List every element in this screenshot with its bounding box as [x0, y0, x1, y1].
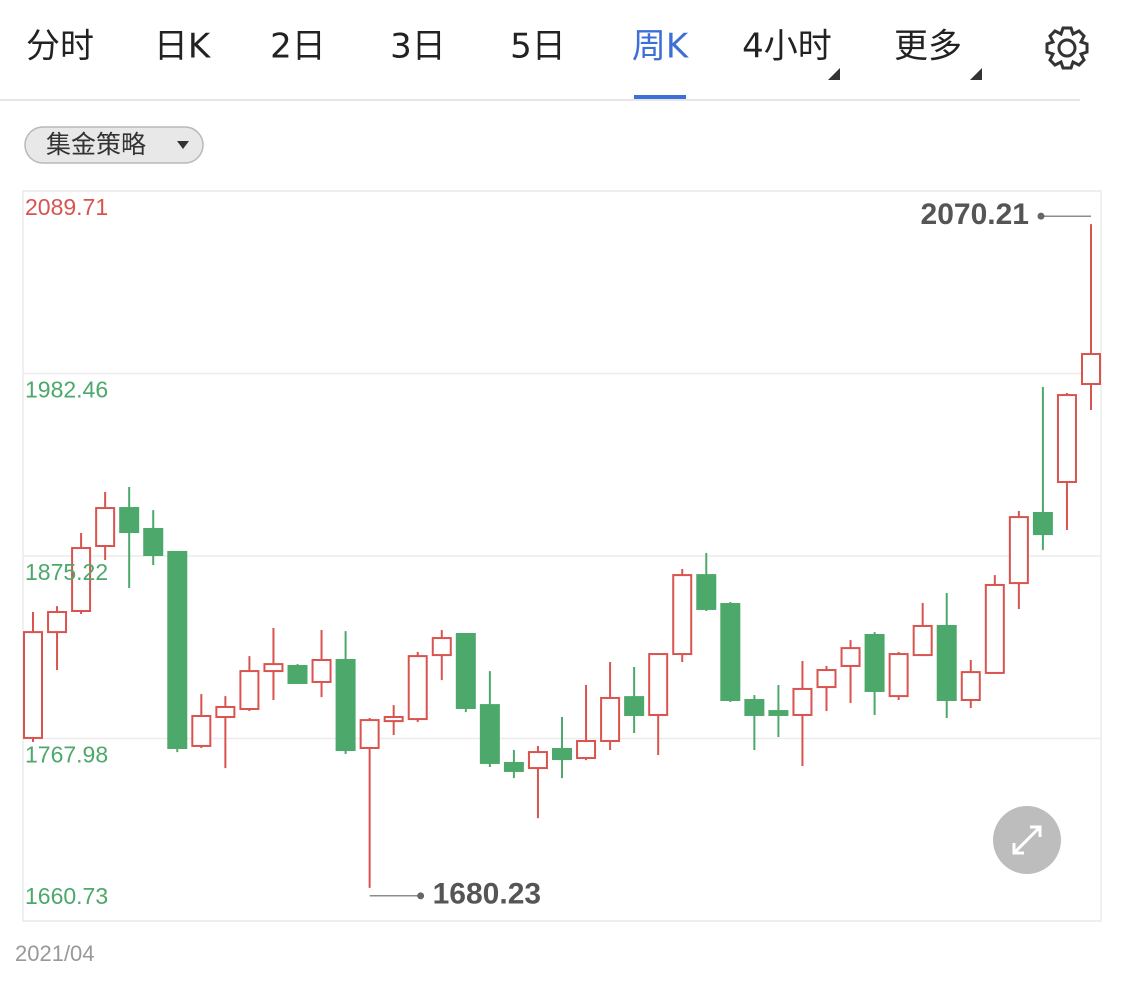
candle-body	[95, 507, 116, 547]
candle-body	[1032, 511, 1053, 536]
candle-body	[359, 719, 380, 749]
candle-body	[912, 624, 933, 657]
candle-body	[287, 664, 308, 684]
candle-body	[47, 611, 68, 634]
candle-body	[383, 716, 404, 723]
candle-body	[23, 631, 43, 739]
candle-body	[335, 659, 356, 752]
y-tick-label: 1767.98	[25, 742, 108, 768]
candle-body	[1081, 353, 1101, 385]
candle-body	[672, 574, 693, 656]
candle-body	[840, 647, 861, 667]
candle-body	[431, 637, 452, 657]
candle-body	[143, 527, 164, 557]
annotation-dot	[417, 892, 425, 900]
candle-body	[624, 696, 645, 716]
x-start-label: 2021/04	[15, 941, 95, 966]
candle-body	[888, 653, 909, 698]
tab[interactable]: 4小时	[742, 27, 832, 67]
candle-body	[239, 670, 260, 711]
candle-body	[1056, 394, 1077, 484]
strategy-label: 集金策略	[46, 130, 146, 159]
tab[interactable]: 2日	[270, 27, 326, 67]
candle-body	[167, 550, 188, 749]
y-tick-label: 2089.71	[25, 194, 108, 220]
candle-body	[768, 710, 789, 716]
candle-body	[503, 761, 524, 772]
candle-body	[696, 574, 717, 610]
candle-body	[71, 547, 92, 612]
candle-body	[984, 583, 1005, 674]
settings-icon[interactable]	[1045, 26, 1089, 70]
candle-body	[552, 748, 572, 761]
candle-body	[407, 655, 428, 721]
candle-body	[191, 714, 212, 747]
candle-body	[864, 633, 885, 692]
candle-body	[720, 603, 741, 701]
tab[interactable]: 5日	[510, 27, 566, 67]
tab[interactable]: 分时	[26, 27, 94, 67]
y-tick-label: 1875.22	[25, 559, 108, 585]
expand-icon	[1012, 825, 1042, 855]
candle-body	[576, 740, 597, 760]
candle-body	[600, 696, 621, 743]
candle-body	[479, 704, 500, 764]
y-tick-label: 1660.73	[25, 883, 108, 909]
candle-body	[215, 705, 236, 719]
candle-body	[816, 669, 837, 689]
min-annotation: 1680.23	[433, 878, 541, 911]
candle-body	[648, 653, 669, 716]
candle-body	[936, 624, 957, 701]
dropdown-caret	[970, 68, 982, 80]
candle-body	[792, 687, 813, 716]
tab[interactable]: 日K	[154, 27, 212, 67]
max-annotation: 2070.21	[921, 198, 1029, 231]
candle-body	[119, 507, 140, 534]
tab[interactable]: 3日	[390, 27, 446, 67]
candle-body	[744, 698, 765, 716]
dropdown-caret	[177, 141, 189, 149]
candle-body	[311, 659, 332, 683]
strategy-dropdown[interactable]	[24, 126, 204, 164]
candle-body	[960, 671, 981, 701]
candle-body	[1008, 516, 1029, 585]
tab[interactable]: 更多	[894, 27, 962, 67]
y-tick-label: 1982.46	[25, 377, 108, 403]
candle-body	[263, 663, 284, 673]
annotation-dot	[1037, 212, 1045, 220]
tab[interactable]: 周K	[632, 27, 690, 67]
candle-body	[527, 751, 548, 770]
active-tab-underline	[634, 95, 686, 99]
dropdown-caret	[828, 68, 840, 80]
candle-body	[455, 632, 476, 709]
